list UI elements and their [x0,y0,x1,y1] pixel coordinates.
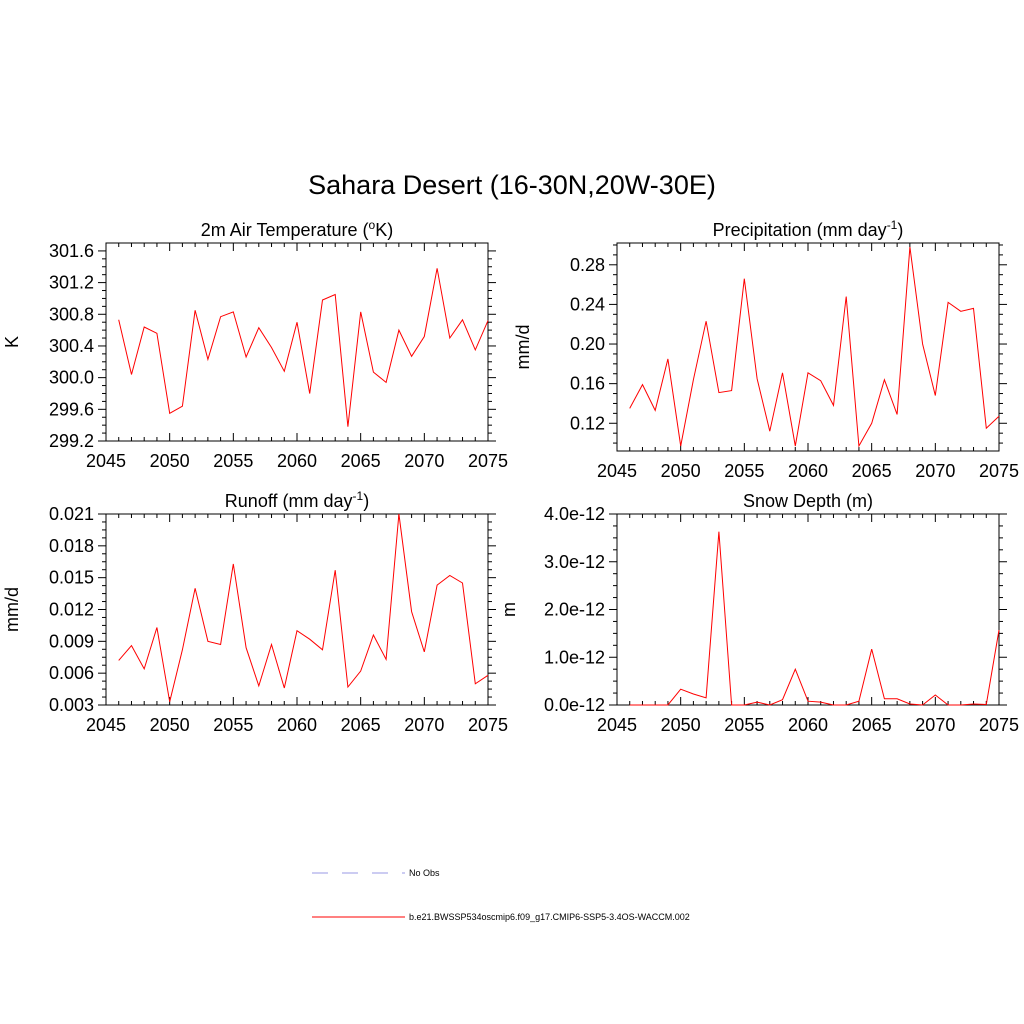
y-tick-label: 0.015 [49,568,94,588]
y-axis-label: K [2,336,22,348]
x-tick-label: 2065 [341,715,381,735]
x-tick-label: 2055 [724,715,764,735]
panel-title: Snow Depth (m) [743,491,873,511]
y-tick-label: 0.28 [570,255,605,275]
y-tick-label: 0.003 [49,695,94,715]
legend-obs-label: No Obs [409,868,440,878]
y-tick-label: 300.0 [49,368,94,388]
y-tick-label: 0.20 [570,334,605,354]
x-tick-label: 2055 [724,461,764,481]
x-tick-label: 2045 [597,461,637,481]
series-line-1 [629,531,1000,706]
x-tick-label: 2050 [150,451,190,471]
x-tick-label: 2045 [86,715,126,735]
y-tick-label: 299.6 [49,399,94,419]
series-line-1 [118,513,489,702]
y-tick-label: 1.0e-12 [544,647,605,667]
x-tick-label: 2070 [915,715,955,735]
legend-model-label: b.e21.BWSSP534oscmip6.f09_g17.CMIP6-SSP5… [409,912,690,922]
plot-frame [105,242,489,442]
y-tick-label: 300.4 [49,336,94,356]
y-tick-label: 299.2 [49,431,94,451]
x-tick-label: 2075 [468,451,508,471]
legend: No Obs b.e21.BWSSP534oscmip6.f09_g17.CMIP… [312,868,690,922]
x-tick-label: 2050 [661,461,701,481]
y-tick-label: 4.0e-12 [544,504,605,524]
series-line-1 [118,268,489,427]
x-tick-label: 2070 [915,461,955,481]
x-tick-label: 2060 [277,451,317,471]
panel-2: Precipitation (mm day-1) mm/d 2045 2050 2055… [513,218,1019,481]
panel-title: 2m Air Temperature (oK) [201,218,393,240]
x-tick-label: 2045 [86,451,126,471]
plot-frame [616,513,1000,706]
plot-frame [105,513,489,706]
y-tick-label: 2.0e-12 [544,600,605,620]
x-tick-label: 2065 [852,715,892,735]
x-tick-label: 2065 [852,461,892,481]
panel-4: Snow Depth (m) m 2045 2050 2055 2060 2065 2070 2… [499,491,1019,735]
y-tick-label: 0.16 [570,374,605,394]
x-tick-label: 2050 [150,715,190,735]
x-tick-label: 2075 [979,461,1019,481]
x-tick-label: 2075 [979,715,1019,735]
x-tick-label: 2055 [213,715,253,735]
y-tick-label: 3.0e-12 [544,552,605,572]
x-tick-label: 2070 [404,451,444,471]
y-tick-label: 300.8 [49,304,94,324]
y-tick-label: 301.6 [49,241,94,261]
y-axis-label: mm/d [513,325,533,370]
y-tick-label: 0.0e-12 [544,695,605,715]
y-tick-label: 0.12 [570,413,605,433]
y-axis-label: mm/d [2,587,22,632]
x-tick-label: 2060 [277,715,317,735]
panel-3: Runoff (mm day-1) mm/d 2045 2050 2055 2060 206… [2,489,508,735]
y-tick-label: 0.012 [49,600,94,620]
figure-title: Sahara Desert (16-30N,20W-30E) [308,170,716,200]
y-tick-label: 0.021 [49,504,94,524]
x-tick-label: 2055 [213,451,253,471]
panel-title: Runoff (mm day-1) [225,489,369,511]
x-tick-label: 2045 [597,715,637,735]
x-tick-label: 2060 [788,715,828,735]
y-tick-label: 0.24 [570,294,605,314]
y-tick-label: 0.006 [49,663,94,683]
x-tick-label: 2070 [404,715,444,735]
y-tick-label: 0.018 [49,536,94,556]
y-tick-label: 0.009 [49,631,94,651]
y-tick-label: 301.2 [49,273,94,293]
x-tick-label: 2060 [788,461,828,481]
panel-1: 2m Air Temperature (oK) K 2045 2050 2055 2060… [2,218,508,471]
x-tick-label: 2065 [341,451,381,471]
x-tick-label: 2050 [661,715,701,735]
y-axis-label: m [499,602,519,617]
x-tick-label: 2075 [468,715,508,735]
panel-title: Precipitation (mm day-1) [713,218,904,240]
series-line-1 [629,246,1000,448]
